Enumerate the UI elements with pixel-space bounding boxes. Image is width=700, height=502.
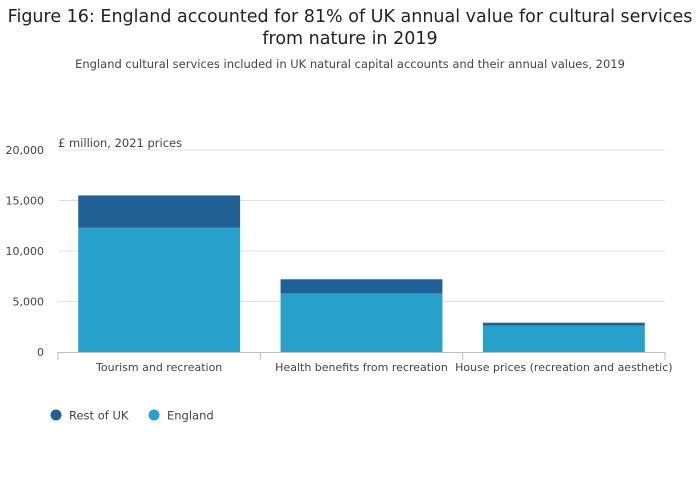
y-tick-label: 5,000 (13, 296, 45, 309)
legend-swatch (148, 409, 160, 421)
bar-rest-of-uk (482, 322, 645, 326)
legend-swatch (50, 409, 62, 421)
x-tick-label: House prices (recreation and aesthetic) (455, 361, 673, 374)
bar-england (78, 227, 241, 352)
bar-rest-of-uk (280, 279, 443, 294)
legend-label: England (167, 409, 214, 423)
bar-england (482, 325, 645, 352)
y-tick-label: 10,000 (6, 245, 45, 258)
bars (78, 195, 645, 352)
x-tick-label: Tourism and recreation (95, 361, 222, 374)
unit-label: £ million, 2021 prices (58, 136, 182, 150)
x-tick-label: Health benefits from recreation (275, 361, 448, 374)
axes: 0 5,000 10,000 15,000 20,000 Tourism and recr… (6, 144, 673, 374)
y-tick-label: 20,000 (6, 144, 45, 157)
legend-label: Rest of UK (69, 409, 129, 423)
y-tick-label: 0 (37, 346, 44, 359)
legend: Rest of UK England (50, 409, 214, 423)
chart-subtitle: England cultural services included in UK… (75, 57, 625, 71)
chart-title: Figure 16: England accounted for 81% of … (7, 7, 693, 49)
legend-item[interactable]: Rest of UK (50, 409, 129, 423)
bar-england (280, 293, 443, 352)
bar-rest-of-uk (78, 195, 241, 228)
y-tick-label: 15,000 (6, 195, 45, 208)
legend-item[interactable]: England (148, 409, 214, 423)
